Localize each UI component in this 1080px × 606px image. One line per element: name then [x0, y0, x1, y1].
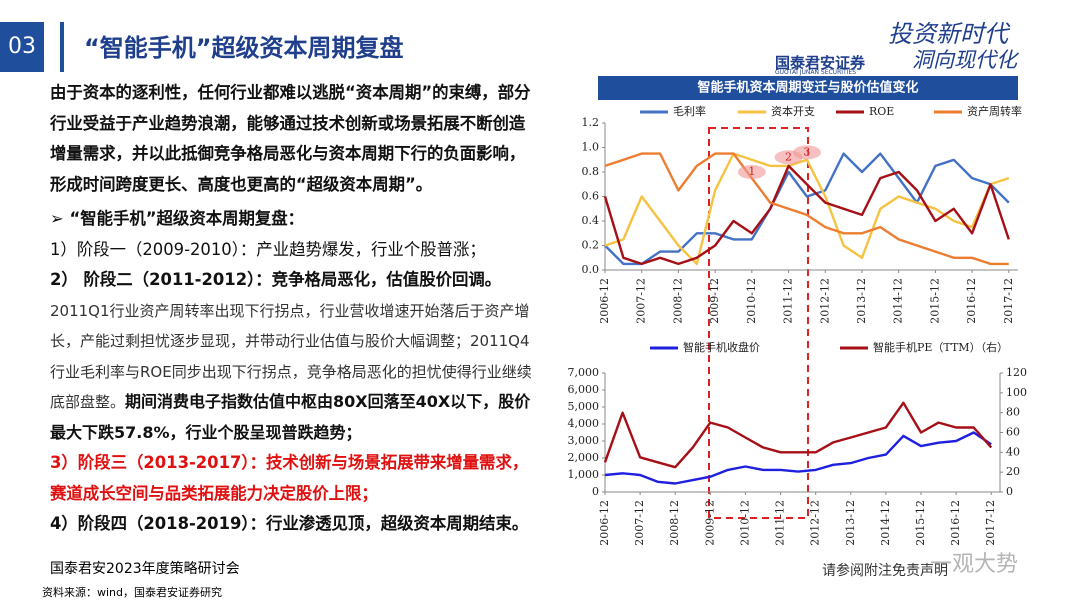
- x-tick-label: 2010-12: [738, 500, 751, 546]
- title-bar: [60, 22, 64, 72]
- x-tick-label: 2015-12: [928, 278, 941, 324]
- y2-tick-label: 40: [1006, 445, 1020, 458]
- x-tick-label: 2006-12: [598, 500, 611, 546]
- line-series: [604, 152, 1010, 266]
- paragraph: 4）阶段四（2018-2019）：行业渗透见顶，超级资本周期结束。: [50, 514, 529, 533]
- x-tick-label: 2012-12: [809, 500, 822, 546]
- y-tick-label: 5,000: [568, 400, 600, 413]
- paragraph: 1）阶段一（2009-2010）：产业趋势爆发，行业个股普涨；: [50, 239, 486, 259]
- line-series: [603, 164, 1010, 266]
- x-tick-label: 2011-12: [774, 500, 787, 546]
- line-series: [603, 401, 993, 469]
- logo: 国泰君安证券: [775, 54, 866, 72]
- text: 期间消费电子指数估值中枢由80X回落至40X以下，股价最大下跌57.8%，行业个…: [50, 392, 531, 442]
- x-tick-label: 2010-12: [745, 278, 758, 324]
- y2-tick-label: 100: [1006, 386, 1027, 399]
- legend-label: 智能手机PE（TTM）（右）: [873, 340, 1008, 354]
- x-tick-label: 2013-12: [855, 278, 868, 324]
- y2-tick-label: 80: [1006, 406, 1020, 419]
- disclaimer: 请参阅附注免责声明: [822, 563, 948, 579]
- source: 资料来源：wind，国泰君安证券研究: [42, 586, 223, 599]
- x-tick-label: 2008-12: [668, 500, 681, 546]
- legend-label: ROE: [869, 105, 894, 118]
- paragraph: 由于资本的逐利性，任何行业都难以逃脱“资本周期”的束缚，部分行业受益于产业趋势浪…: [50, 83, 531, 194]
- y2-tick-label: 20: [1006, 465, 1020, 478]
- annotation: 1: [748, 165, 755, 178]
- y-tick-label: 3,000: [568, 434, 600, 447]
- line-series: [604, 431, 992, 485]
- y-tick-label: 0.2: [582, 239, 600, 252]
- x-tick-label: 2012-12: [818, 278, 831, 324]
- y-tick-label: 1.2: [582, 116, 600, 129]
- legend-label: 资产周转率: [967, 104, 1022, 118]
- highlight-box: [708, 127, 809, 519]
- y-tick-label: 0.6: [582, 190, 600, 203]
- x-tick-label: 2016-12: [965, 278, 978, 324]
- y-tick-label: 0.4: [582, 214, 600, 227]
- annotation: 2: [785, 150, 792, 163]
- legend-label: 智能手机收盘价: [683, 340, 760, 354]
- event: 国泰君安2023年度策略研讨会: [50, 561, 240, 577]
- paragraph: 3）阶段三（2013-2017）：技术创新与场景拓展带来增量需求，赛道成长空间与…: [50, 453, 529, 503]
- x-tick-label: 2007-12: [635, 278, 648, 324]
- line-series: [604, 152, 1009, 266]
- line-series: [604, 152, 1010, 266]
- section-number: 03: [0, 22, 44, 72]
- x-tick-label: 2014-12: [892, 278, 905, 324]
- y-tick-label: 1.0: [582, 141, 600, 154]
- y-tick-label: 6,000: [568, 383, 600, 396]
- y2-tick-label: 0: [1006, 485, 1013, 498]
- y2-tick-label: 120: [1006, 366, 1027, 379]
- x-tick-label: 2009-12: [708, 278, 721, 324]
- slogan: 洞向现代化: [912, 48, 1017, 72]
- annotation: 3: [803, 145, 810, 158]
- x-tick-label: 2017-12: [984, 500, 997, 546]
- annotation-bubble: [792, 145, 821, 160]
- paragraph: 2） 阶段二（2011-2012）：竞争格局恶化，估值股价回调。: [50, 270, 502, 289]
- text: 2011Q1行业资产周转率出现下行拐点，行业营收增速开始落后于资产增长，产能过剩…: [50, 301, 532, 412]
- x-tick-label: 2017-12: [1002, 278, 1015, 324]
- annotation-bubble: [737, 165, 766, 179]
- y-tick-label: 7,000: [568, 366, 600, 379]
- x-tick-label: 2011-12: [782, 278, 795, 324]
- x-tick-label: 2008-12: [671, 278, 684, 324]
- y-tick-label: 0.8: [582, 165, 600, 178]
- x-tick-label: 2009-12: [703, 500, 716, 546]
- x-tick-label: 2014-12: [879, 500, 892, 546]
- x-tick-label: 2016-12: [949, 500, 962, 546]
- y-tick-label: 1,000: [568, 468, 600, 481]
- paragraph: ➢ “智能手机”超级资本周期复盘：: [50, 209, 305, 228]
- x-tick-label: 2013-12: [844, 500, 857, 546]
- x-tick-label: 2006-12: [598, 278, 611, 324]
- legend-label: 毛利率: [673, 104, 706, 118]
- x-tick-label: 2007-12: [633, 500, 646, 546]
- y-tick-label: 4,000: [568, 417, 600, 430]
- chart-title-bg: [598, 76, 1018, 100]
- chart-title: 智能手机资本周期变迁与股价估值变化: [697, 80, 918, 96]
- y-tick-label: 0: [592, 485, 599, 498]
- slide-title: “智能手机”超级资本周期复盘: [84, 34, 404, 62]
- y-tick-label: 0.0: [582, 263, 600, 276]
- body-text: 由于资本的逐利性，任何行业都难以逃脱“资本周期”的束缚，部分行业受益于产业趋势浪…: [50, 78, 538, 540]
- logo-en: GUOTAI JUNAN SECURITIES: [775, 69, 857, 76]
- legend-label: 资本开支: [771, 104, 815, 118]
- watermark: 一观大势: [930, 552, 1019, 577]
- paragraph: 2011Q1行业资产周转率出现下行拐点，行业营收增速开始落后于资产增长，产能过剩…: [50, 296, 538, 449]
- y2-tick-label: 60: [1006, 426, 1020, 439]
- slogan: 投资新时代: [888, 20, 1008, 48]
- y-tick-label: 2,000: [568, 451, 600, 464]
- x-tick-label: 2015-12: [914, 500, 927, 546]
